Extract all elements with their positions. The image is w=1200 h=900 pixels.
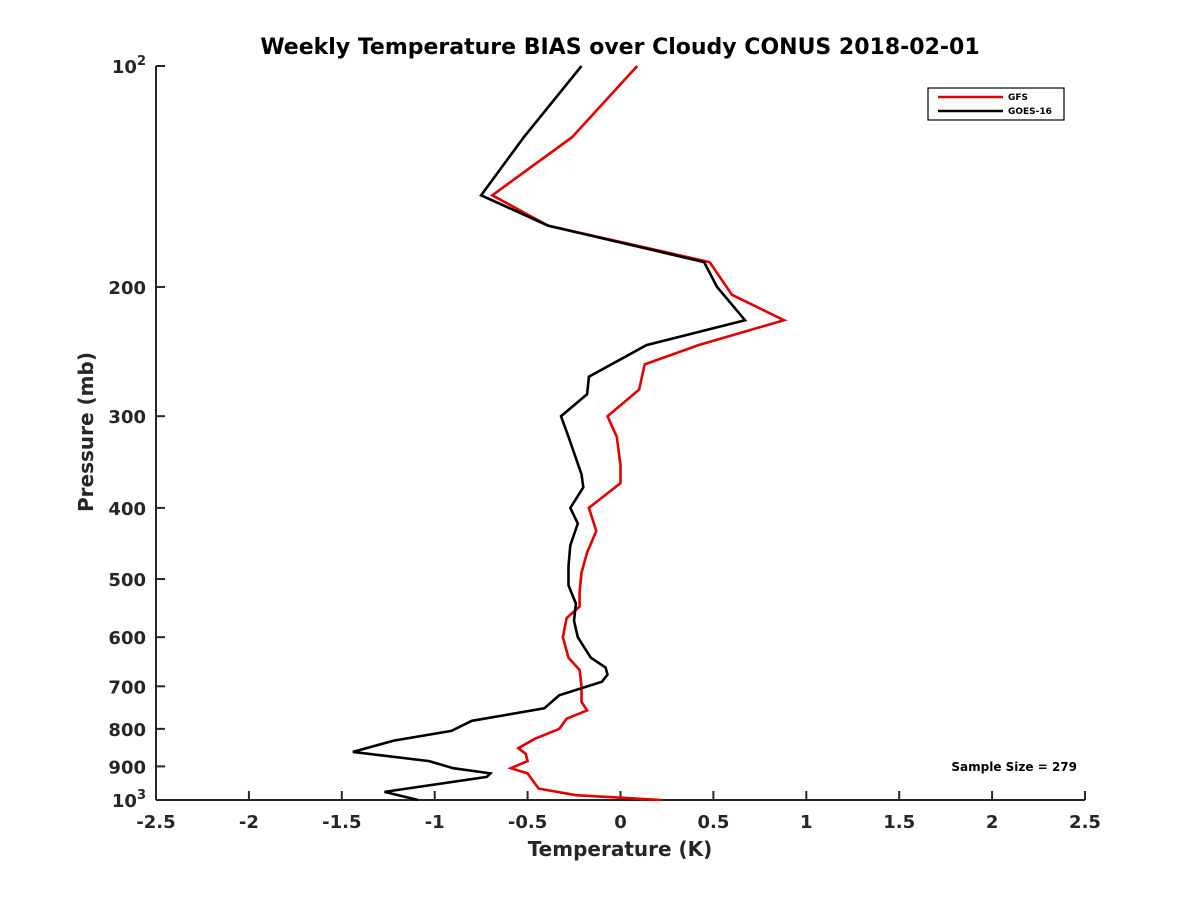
axes xyxy=(155,66,1085,801)
chart-title: Weekly Temperature BIAS over Cloudy CONU… xyxy=(260,35,979,60)
legend-label-gfs: GFS xyxy=(1008,93,1028,103)
x-axis-label: Temperature (K) xyxy=(528,837,713,861)
y-tick-label: 700 xyxy=(108,677,146,698)
y-tick-label: 600 xyxy=(108,628,146,649)
x-tick-label: 2 xyxy=(986,812,999,833)
series-line-gfs xyxy=(489,65,788,802)
y-tick-label: 500 xyxy=(108,570,146,591)
series-line-goes-16 xyxy=(352,65,748,802)
x-tick-label: -1 xyxy=(425,812,445,833)
legend-box xyxy=(927,87,1065,121)
x-tick-label: -0.5 xyxy=(508,812,547,833)
legend: GFS GOES-16 xyxy=(927,87,1065,121)
y-axis-label: Pressure (mb) xyxy=(74,352,98,512)
y-tick-label: 400 xyxy=(108,499,146,520)
sample-size-annotation: Sample Size = 279 xyxy=(951,760,1077,774)
x-tick-label: 1.5 xyxy=(883,812,915,833)
y-tick-label: 102 xyxy=(112,54,146,78)
y-tick-label: 300 xyxy=(108,407,146,428)
x-tick-label: 1 xyxy=(800,812,813,833)
x-tick-label: -2.5 xyxy=(136,812,175,833)
y-tick-label: 800 xyxy=(108,720,146,741)
x-tick-label: 0.5 xyxy=(697,812,729,833)
y-tick-label: 103 xyxy=(112,788,146,812)
legend-label-goes-16: GOES-16 xyxy=(1008,107,1052,117)
y-axis-ticks: 102 200 300 400 500 600 700 800 900 103 xyxy=(108,54,165,812)
x-axis-ticks: -2.5 -2 -1.5 -1 -0.5 0 0.5 1 1.5 2 2.5 xyxy=(136,791,1101,833)
series-lines xyxy=(352,65,788,802)
x-tick-label: 2.5 xyxy=(1069,812,1101,833)
x-tick-label: -2 xyxy=(239,812,259,833)
x-tick-label: -1.5 xyxy=(322,812,361,833)
y-tick-label: 200 xyxy=(108,278,146,299)
x-tick-label: 0 xyxy=(614,812,627,833)
y-tick-label: 900 xyxy=(108,757,146,778)
